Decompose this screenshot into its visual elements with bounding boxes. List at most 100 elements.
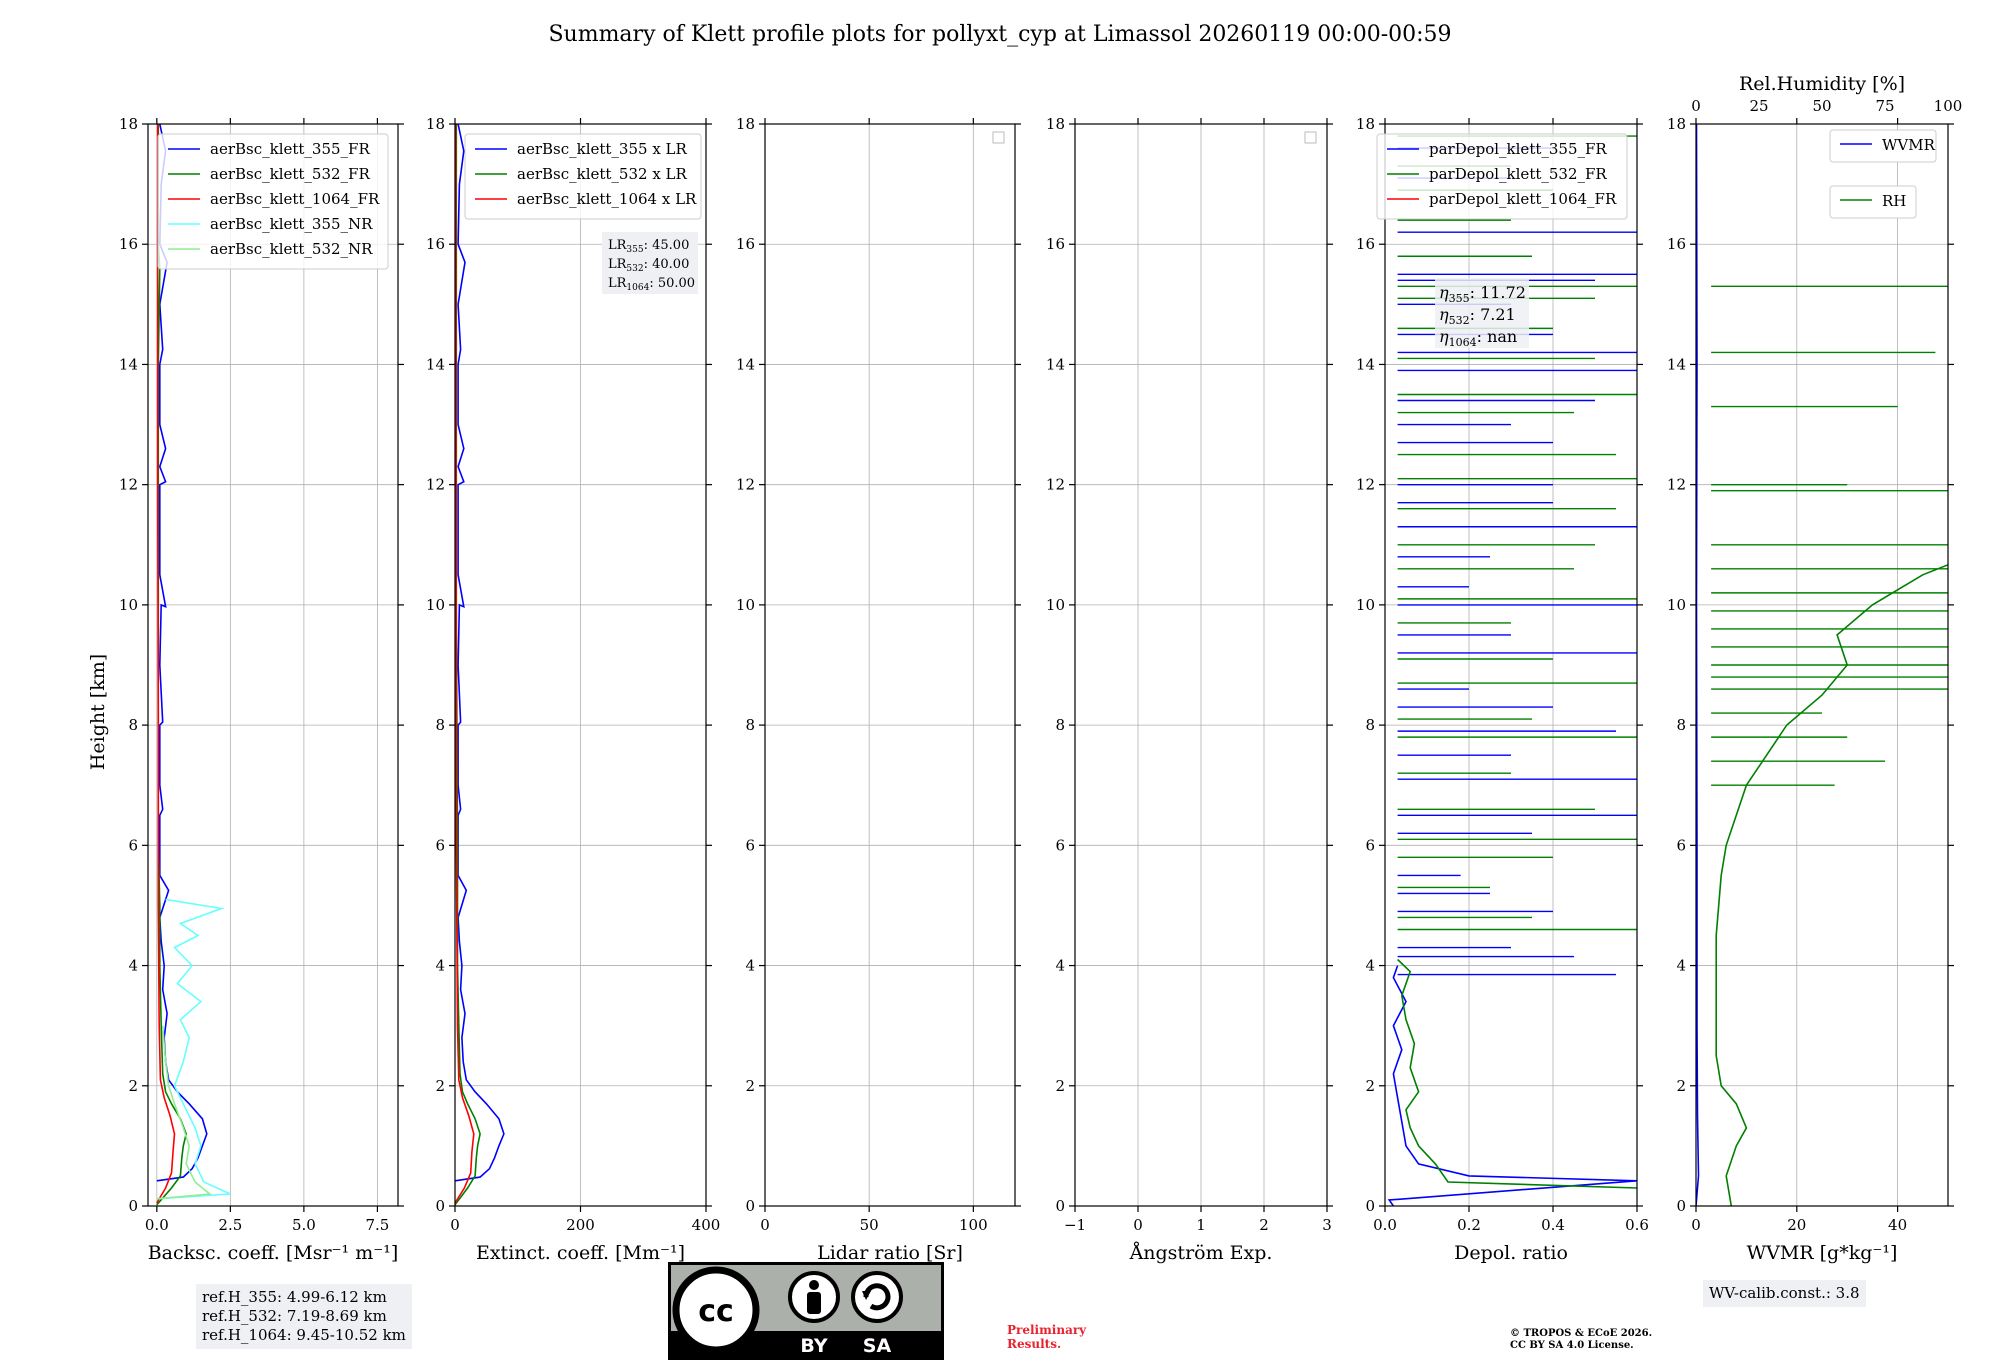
y-tick-label: 10 [1667,596,1686,614]
top-tick-label: 50 [1812,97,1831,115]
y-tick-label: 0 [435,1197,445,1215]
series-line-aerBsc_klett_1064 x LR [455,124,475,1204]
y-tick-label: 16 [426,235,445,253]
y-tick-label: 10 [119,596,138,614]
y-axis-label: Height [km] [87,654,109,770]
eta-value-1064: η1064: nan [1439,327,1517,349]
legend-box [464,133,702,220]
top-tick-label: 0 [1691,97,1701,115]
copyright-note: © TROPOS & ECoE 2026. CC BY SA 4.0 Licen… [1510,1328,1652,1352]
y-tick-label: 12 [1046,476,1065,494]
x-tick-label: 0.0 [1373,1216,1397,1234]
y-tick-label: 18 [426,115,445,133]
sa-share-icon [851,1271,903,1323]
legend-label: aerBsc_klett_355_FR [210,140,370,158]
y-tick-label: 18 [1046,115,1065,133]
legend-label: parDepol_klett_1064_FR [1429,190,1617,208]
y-tick-label: 6 [1055,836,1065,854]
x-tick-label: 0 [1691,1216,1701,1234]
x-tick-label: 0 [1133,1216,1143,1234]
x-tick-label: 7.5 [365,1216,389,1234]
lr-box [602,232,698,294]
y-tick-label: 8 [1365,716,1375,734]
x-tick-label: 20 [1787,1216,1806,1234]
x-tick-label: 2.5 [218,1216,242,1234]
y-tick-label: 6 [128,836,138,854]
preliminary-note: Preliminary Results. [1007,1323,1086,1351]
x-tick-label: 1 [1196,1216,1206,1234]
x-tick-label: 0.0 [145,1216,169,1234]
top-axis-label: Rel.Humidity [%] [1739,73,1905,95]
lr-value-1064: LR1064: 50.00 [608,276,695,293]
series-line-aerBsc_klett_355_FR [156,124,208,1182]
series-group [156,124,231,1206]
x-tick-label: 0 [760,1216,770,1234]
series-line-aerBsc_klett_532_NR [156,1025,212,1200]
y-tick-label: 16 [119,235,138,253]
legend-label: aerBsc_klett_532_FR [210,165,370,183]
legend-label: WVMR [1882,136,1936,154]
y-tick-label: 0 [745,1197,755,1215]
y-tick-label: 14 [1356,355,1375,373]
series-line-aerBsc_klett_1064_FR [156,124,176,1204]
series-line-aerBsc_klett_532 x LR [455,124,481,1206]
y-tick-label: 0 [1365,1197,1375,1215]
x-tick-label: 3 [1322,1216,1332,1234]
y-tick-label: 2 [1676,1077,1686,1095]
panel-ext: 0 2 4 6 8 10 12 14 16 18 0 200 400 Extinct. coeff. [M… [426,115,720,1264]
y-tick-label: 4 [1676,957,1686,975]
y-tick-label: 16 [1046,235,1065,253]
y-tick-label: 16 [736,235,755,253]
top-tick-label: 75 [1875,97,1894,115]
y-tick-label: 14 [736,355,755,373]
x-tick-label: 100 [959,1216,988,1234]
panel-lr: 0 2 4 6 8 10 12 14 16 18 0 50 100 Lidar ratio [Sr] [736,115,1021,1264]
figure-title: Summary of Klett profile plots for polly… [548,22,1452,47]
y-tick-label: 10 [736,596,755,614]
y-tick-label: 18 [119,115,138,133]
ref-h532: ref.H_532: 7.19-8.69 km [202,1307,387,1325]
legend-label: parDepol_klett_355_FR [1429,140,1607,158]
x-tick-label: 0.2 [1457,1216,1481,1234]
series-line-parDepol_klett_532_FR [1397,958,1637,1189]
legend-label: RH [1882,192,1906,210]
cc-text: cc [698,1294,734,1329]
y-tick-label: 8 [1055,716,1065,734]
top-tick-label: 100 [1934,97,1963,115]
panel-dep: 0 2 4 6 8 10 12 14 16 18 0.0 0.2 0.4 0.6 Depol. ratio p… [1356,115,1649,1264]
legend-label: parDepol_klett_532_FR [1429,165,1607,183]
y-tick-label: 4 [1365,957,1375,975]
series-group [1387,135,1637,1206]
empty-legend [1304,131,1317,144]
y-tick-label: 0 [1055,1197,1065,1215]
legend-label: aerBsc_klett_1064_FR [210,190,380,208]
y-tick-label: 16 [1667,235,1686,253]
y-tick-label: 14 [426,355,445,373]
panel-bsc: 0 2 4 6 8 10 12 14 16 18 0.0 2.5 5.0 7.5 Backsc. coeff… [119,115,404,1264]
y-tick-label: 16 [1356,235,1375,253]
lr-value-355: LR355: 45.00 [608,238,689,255]
y-tick-label: 12 [1667,476,1686,494]
y-tick-label: 6 [435,836,445,854]
top-tick-label: 25 [1749,97,1768,115]
cc-circle-icon [672,1266,760,1354]
preliminary-line-1: Preliminary [1007,1323,1087,1337]
y-tick-label: 4 [1055,957,1065,975]
series-line-aerBsc_klett_532_FR [156,124,188,1206]
y-tick-label: 8 [128,716,138,734]
y-tick-label: 14 [119,355,138,373]
y-tick-label: 12 [736,476,755,494]
x-tick-label: 400 [692,1216,721,1234]
axes-frame [1695,123,1949,1207]
x-axis-label: Ångström Exp. [1129,1242,1273,1264]
x-tick-label: 5.0 [292,1216,316,1234]
legend-label: aerBsc_klett_355_NR [210,215,373,233]
y-tick-label: 4 [128,957,138,975]
x-tick-label: 200 [566,1216,595,1234]
y-tick-label: 8 [435,716,445,734]
sa-text: SA [863,1335,892,1357]
axes-frame [1384,123,1638,1207]
axes-frame [147,123,399,1207]
x-tick-label: 0.6 [1625,1216,1649,1234]
